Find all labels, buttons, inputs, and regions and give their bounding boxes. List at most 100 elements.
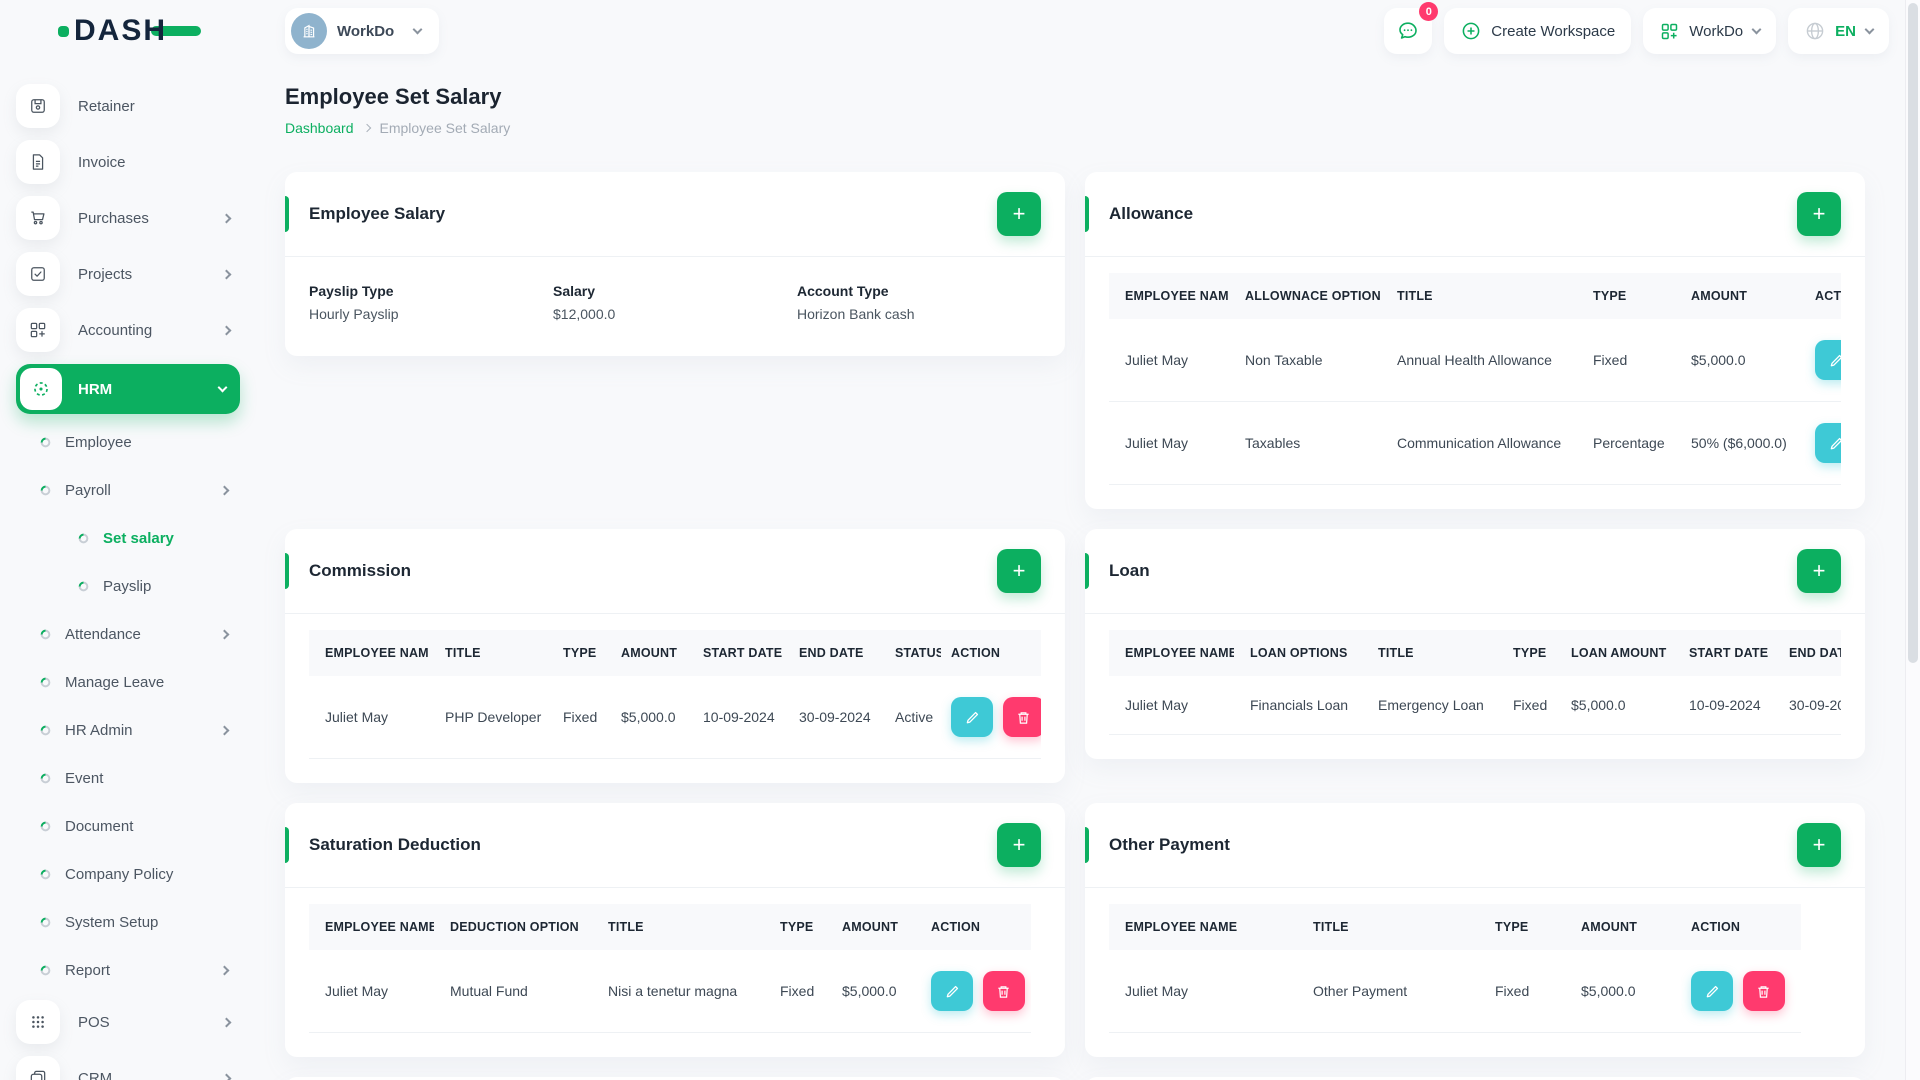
loan-table: EMPLOYEE NAME LOAN OPTIONS TITLE TYPE LO… (1109, 630, 1841, 735)
add-allowance-button[interactable]: + (1797, 192, 1841, 236)
chevron-down-icon (1751, 24, 1762, 35)
sidebar-item-system-setup[interactable]: System Setup (16, 900, 240, 944)
other-payment-card: Other Payment + EMPLOYEE NAME TITLE TYPE… (1085, 803, 1865, 1057)
chat-icon (1399, 22, 1418, 39)
card-header: Employee Salary + (285, 172, 1065, 257)
grid-plus-icon (1662, 23, 1678, 39)
edit-button[interactable] (951, 697, 993, 737)
delete-button[interactable] (982, 971, 1025, 1011)
bullet-icon (40, 485, 51, 495)
commission-table: EMPLOYEE NAME TITLE TYPE AMOUNT START DA… (309, 630, 1041, 759)
scrollbar-thumb[interactable] (1908, 3, 1918, 663)
app-switcher-menu[interactable]: WorkDo (1643, 8, 1777, 54)
edit-button[interactable] (1815, 423, 1841, 463)
edit-button[interactable] (931, 971, 973, 1011)
sidebar-item-retainer[interactable]: Retainer (16, 84, 240, 128)
crm-icon (16, 1056, 60, 1080)
create-workspace-button[interactable]: Create Workspace (1444, 8, 1632, 54)
table-header-row: EMPLOYEE NAME TITLE TYPE AMOUNT ACTION (1109, 904, 1801, 950)
add-other-payment-button[interactable]: + (1797, 823, 1841, 867)
allowance-table: EMPLOYEE NAME ALLOWNACE OPTION TITLE TYP… (1109, 273, 1841, 485)
chevron-right-icon (362, 123, 371, 133)
add-loan-button[interactable]: + (1797, 549, 1841, 593)
bullet-icon (40, 677, 51, 687)
sidebar-item-accounting[interactable]: Accounting (16, 308, 240, 352)
sidebar-item-manage-leave[interactable]: Manage Leave (16, 660, 240, 704)
delete-button[interactable] (1742, 971, 1785, 1011)
sidebar-item-projects[interactable]: Projects (16, 252, 240, 296)
main-content: Employee Set Salary Dashboard Employee S… (257, 60, 1905, 1080)
chevron-right-icon (219, 485, 230, 495)
sidebar-item-attendance[interactable]: Attendance (16, 612, 240, 656)
chevron-right-icon (219, 629, 230, 639)
card-title: Allowance (1109, 204, 1194, 223)
chevron-right-icon (221, 1073, 232, 1080)
table-row: Juliet May Taxables Communication Allowa… (1109, 401, 1841, 485)
delete-button[interactable] (1002, 697, 1041, 737)
card-header: Allowance + (1085, 172, 1865, 257)
sidebar-item-purchases[interactable]: Purchases (16, 196, 240, 240)
pencil-icon (1706, 985, 1718, 997)
field-account-type: Account Type Horizon Bank cash (797, 283, 915, 322)
table-row: Juliet May Mutual Fund Nisi a tenetur ma… (309, 950, 1031, 1033)
bullet-icon (40, 869, 51, 879)
add-saturation-deduction-button[interactable]: + (997, 823, 1041, 867)
create-workspace-label: Create Workspace (1491, 22, 1616, 40)
sidebar-item-hr-admin[interactable]: HR Admin (16, 708, 240, 752)
allowance-card: Allowance + EMPLOYEE NAME ALLOWNACE OPTI… (1085, 172, 1865, 509)
workspace-name: WorkDo (337, 22, 395, 40)
app-logo[interactable]: DASH (58, 14, 202, 48)
sidebar-item-document[interactable]: Document (16, 804, 240, 848)
card-header: Commission + (285, 529, 1065, 614)
chevron-right-icon (221, 325, 232, 335)
retainer-icon (16, 84, 60, 128)
sidebar-item-crm[interactable]: CRM (16, 1056, 240, 1080)
add-commission-button[interactable]: + (997, 549, 1041, 593)
saturation-deduction-table: EMPLOYEE NAME DEDUCTION OPTION TITLE TYP… (309, 904, 1041, 1033)
edit-button[interactable] (1815, 340, 1841, 380)
field-payslip-type: Payslip Type Hourly Payslip (309, 283, 399, 322)
sidebar-item-set-salary[interactable]: Set salary (16, 516, 240, 560)
card-title: Loan (1109, 561, 1150, 580)
bullet-icon (78, 581, 89, 591)
topbar: DASH WorkDo 0 Create Workspac (0, 0, 1905, 64)
chevron-down-icon (217, 382, 228, 393)
sidebar-item-employee[interactable]: Employee (16, 420, 240, 464)
table-header-row: EMPLOYEE NAME TITLE TYPE AMOUNT START DA… (309, 630, 1041, 676)
edit-button[interactable] (1691, 971, 1733, 1011)
chevron-right-icon (219, 725, 230, 735)
logo-text: DASH (74, 14, 168, 47)
sidebar-item-invoice[interactable]: Invoice (16, 140, 240, 184)
sidebar-item-event[interactable]: Event (16, 756, 240, 800)
card-header: Other Payment + (1085, 803, 1865, 888)
overtime-card: Overtime + (285, 1077, 1065, 1080)
building-icon (303, 24, 315, 38)
sidebar-item-pos[interactable]: POS (16, 1000, 240, 1044)
globe-icon (1806, 22, 1824, 40)
chevron-right-icon (221, 269, 232, 279)
table-header-row: EMPLOYEE NAME LOAN OPTIONS TITLE TYPE LO… (1109, 630, 1841, 676)
chevron-down-icon (1864, 24, 1875, 35)
topbar-actions: 0 Create Workspace WorkDo EN (1384, 2, 1889, 54)
messages-button[interactable]: 0 (1384, 2, 1439, 54)
language-selector[interactable]: EN (1788, 8, 1889, 54)
purchases-icon (16, 196, 60, 240)
sidebar-item-payroll[interactable]: Payroll (16, 468, 240, 512)
card-header: Loan + (1085, 529, 1865, 614)
breadcrumb-dashboard-link[interactable]: Dashboard (285, 120, 354, 136)
table-row: Juliet May PHP Developer Fixed $5,000.0 … (309, 676, 1041, 759)
table-row: Juliet May Other Payment Fixed $5,000.0 (1109, 950, 1801, 1033)
sidebar-item-hrm[interactable]: HRM (16, 364, 240, 414)
sidebar-item-report[interactable]: Report (16, 948, 240, 992)
sidebar-item-company-policy[interactable]: Company Policy (16, 852, 240, 896)
bullet-icon (78, 533, 89, 543)
table-header-row: EMPLOYEE NAME DEDUCTION OPTION TITLE TYP… (309, 904, 1031, 950)
company-contribution-card: Company Contribution + (1085, 1077, 1865, 1080)
table-row: Juliet May Non Taxable Annual Health All… (1109, 319, 1841, 402)
card-title: Saturation Deduction (309, 835, 481, 854)
add-employee-salary-button[interactable]: + (997, 192, 1041, 236)
page-title: Employee Set Salary (285, 84, 502, 109)
sidebar-item-payslip[interactable]: Payslip (16, 564, 240, 608)
page-scrollbar[interactable] (1905, 0, 1920, 1080)
workspace-selector[interactable]: WorkDo (285, 8, 440, 54)
